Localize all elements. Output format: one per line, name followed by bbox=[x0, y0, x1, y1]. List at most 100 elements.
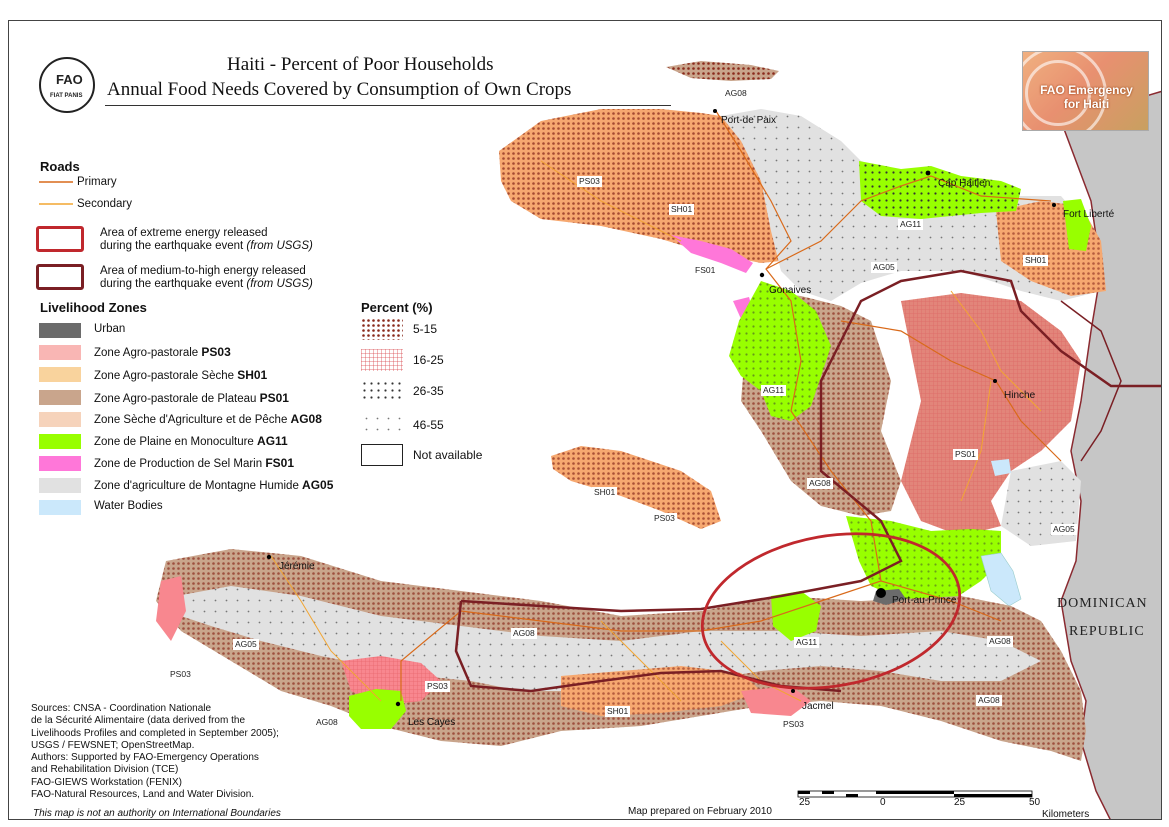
energy-medium-outline bbox=[460, 269, 1161, 613]
legend-percent-na: Not available bbox=[413, 448, 483, 462]
fao-logo-letters: FAO bbox=[56, 72, 83, 87]
legend-road-secondary: Secondary bbox=[77, 198, 132, 210]
legend-zone-sh01-code: SH01 bbox=[237, 368, 268, 382]
legend-energy-medium: Area of medium-to-high energy released d… bbox=[100, 265, 313, 291]
zone-label-sh01-nw: SH01 bbox=[669, 204, 695, 215]
zone-label-ag08-se: AG08 bbox=[987, 636, 1013, 647]
scale-bar bbox=[797, 790, 1033, 798]
legend-swatch-ps01 bbox=[39, 390, 81, 405]
legend-percent-swatch-46-55 bbox=[361, 413, 403, 435]
zone-label-ag08-central: AG08 bbox=[807, 478, 833, 489]
zone-label-ps01-central: PS01 bbox=[953, 449, 978, 460]
badge-line1: FAO Emergency bbox=[1040, 83, 1133, 97]
legend-zone-sh01-name: Zone Agro-pastorale Sèche bbox=[94, 370, 238, 382]
legend-zone-ps01: Zone Agro-pastorale de Plateau PS01 bbox=[94, 391, 289, 405]
city-jeremie: Jérémie bbox=[279, 561, 315, 572]
roads-primary bbox=[400, 110, 1062, 701]
map-title-line2: Annual Food Needs Covered by Consumption… bbox=[107, 79, 572, 100]
city-les-cayes: Les Cayes bbox=[408, 717, 456, 728]
sources-line: Authors: Supported by FAO-Emergency Oper… bbox=[31, 752, 259, 764]
sources-line: USGS / FEWSNET; OpenStreetMap. bbox=[31, 739, 195, 751]
legend-percent-5-15: 5-15 bbox=[413, 322, 438, 336]
country-label-line2: REPUBLIC bbox=[1069, 624, 1145, 639]
sources-line: de la Sécurité Alimentaire (data derived… bbox=[31, 715, 245, 727]
energy-extreme-outline bbox=[700, 532, 962, 690]
city-hinche: Hinche bbox=[1004, 390, 1036, 401]
legend-zone-water-name: Water Bodies bbox=[94, 500, 163, 512]
legend-energy-medium-line2: during the earthquake event bbox=[100, 278, 244, 290]
legend-energy-medium-line1: Area of medium-to-high energy released bbox=[100, 265, 306, 277]
scale-label: 50 bbox=[1029, 797, 1041, 808]
legend-zone-ps01-code: PS01 bbox=[259, 391, 289, 405]
legend-zone-ag05-code: AG05 bbox=[302, 478, 334, 492]
legend-percent-swatch-5-15 bbox=[361, 318, 403, 340]
legend-energy-medium-swatch bbox=[36, 264, 84, 290]
zone-label-ps03-gonave: PS03 bbox=[652, 513, 677, 524]
legend-energy-medium-source: (from USGS) bbox=[246, 278, 313, 290]
legend-swatch-fs01 bbox=[39, 456, 81, 471]
fao-emergency-badge: FAO Emergency for Haiti bbox=[1022, 51, 1149, 131]
fao-logo: FAO FIAT PANIS bbox=[39, 57, 95, 113]
scale-label: 0 bbox=[880, 797, 886, 808]
disclaimer: This map is not an authority on Internat… bbox=[33, 808, 281, 819]
map-title-line1: Haiti - Percent of Poor Households bbox=[227, 54, 494, 75]
country-label-line1: DOMINICAN bbox=[1057, 596, 1148, 611]
zone-label-ps03-south: PS03 bbox=[425, 681, 450, 692]
legend-zone-ag05: Zone d'agriculture de Montagne Humide AG… bbox=[94, 478, 333, 492]
legend-zone-urban: Urban bbox=[94, 323, 125, 335]
legend-zone-urban-name: Urban bbox=[94, 323, 126, 335]
legend-energy-extreme: Area of extreme energy released during t… bbox=[100, 227, 313, 253]
map-prepared-date: Map prepared on February 2010 bbox=[628, 806, 772, 817]
zone-label-ag08-east-south: AG08 bbox=[976, 695, 1002, 706]
zone-label-ps03-nw: PS03 bbox=[577, 176, 602, 187]
sources-line: FAO-GIEWS Workstation (FENIX) bbox=[31, 776, 182, 788]
zone-label-ag08-south: AG08 bbox=[511, 628, 537, 639]
zone-ag11-les-cayes bbox=[349, 689, 406, 729]
legend-swatch-ag08 bbox=[39, 412, 81, 427]
map-frame: Haiti - Percent of Poor Households Annua… bbox=[8, 20, 1162, 820]
legend-swatch-ps03 bbox=[39, 345, 81, 360]
zone-label-sh01-gonave: SH01 bbox=[592, 487, 618, 498]
legend-swatch-urban bbox=[39, 323, 81, 338]
sources-line: and Rehabilitation Division (TCE) bbox=[31, 764, 179, 776]
legend-zone-ag11-name: Zone de Plaine en Monoculture bbox=[94, 436, 258, 448]
dominican-republic-area bbox=[1060, 90, 1161, 819]
legend-percent-26-35: 26-35 bbox=[413, 384, 444, 398]
badge-line2: for Haiti bbox=[1063, 97, 1110, 111]
legend-swatch-ag05 bbox=[39, 478, 81, 493]
legend-energy-extreme-swatch bbox=[36, 226, 84, 252]
city-port-au-prince: Port-au-Prince bbox=[892, 595, 957, 606]
legend-road-lines bbox=[39, 181, 73, 205]
zone-label-ag11-north: AG11 bbox=[898, 219, 924, 230]
zone-label-ag05-north: AG05 bbox=[871, 262, 897, 273]
legend-zone-sh01: Zone Agro-pastorale Sèche SH01 bbox=[94, 368, 267, 382]
zone-label-ps03-far-west: PS03 bbox=[168, 669, 193, 680]
legend-zone-ps03-name: Zone Agro-pastorale bbox=[94, 347, 202, 359]
zone-label-fs01: FS01 bbox=[693, 265, 718, 276]
legend-energy-extreme-source: (from USGS) bbox=[246, 240, 313, 252]
legend-swatch-water bbox=[39, 500, 81, 515]
legend-zone-ag05-name: Zone d'agriculture de Montagne Humide bbox=[94, 480, 303, 492]
legend-zone-ag08-name: Zone Sèche d'Agriculture et de Pêche bbox=[94, 414, 291, 426]
city-jacmel: Jacmel bbox=[802, 701, 834, 712]
legend-zone-fs01-code: FS01 bbox=[265, 456, 295, 470]
zone-label-ag08-sw: AG08 bbox=[314, 717, 340, 728]
city-port-de-paix: Port-de Paix bbox=[721, 115, 777, 126]
legend-roads-heading: Roads bbox=[40, 159, 80, 174]
legend-zone-ag11-code: AG11 bbox=[257, 434, 288, 448]
zone-label-ag11-central: AG11 bbox=[761, 385, 787, 396]
map-canvas bbox=[156, 61, 1161, 819]
badge-text: FAO Emergency for Haiti bbox=[1023, 83, 1148, 111]
legend-energy-extreme-line2: during the earthquake event bbox=[100, 240, 244, 252]
legend-zone-water: Water Bodies bbox=[94, 500, 163, 512]
legend-percent-swatch-16-25 bbox=[361, 349, 403, 371]
legend-percent-heading: Percent (%) bbox=[361, 300, 433, 315]
legend-zone-fs01-name: Zone de Production de Sel Marin bbox=[94, 458, 266, 470]
legend-road-primary: Primary bbox=[77, 176, 117, 188]
legend-zone-ps03-code: PS03 bbox=[201, 345, 231, 359]
legend-percent-46-55: 46-55 bbox=[413, 418, 444, 432]
legend-energy-extreme-line1: Area of extreme energy released bbox=[100, 227, 268, 239]
legend-swatch-ag11 bbox=[39, 434, 81, 449]
city-gonaives: Gonaives bbox=[769, 285, 812, 296]
zone-label-sh01-south: SH01 bbox=[605, 706, 631, 717]
